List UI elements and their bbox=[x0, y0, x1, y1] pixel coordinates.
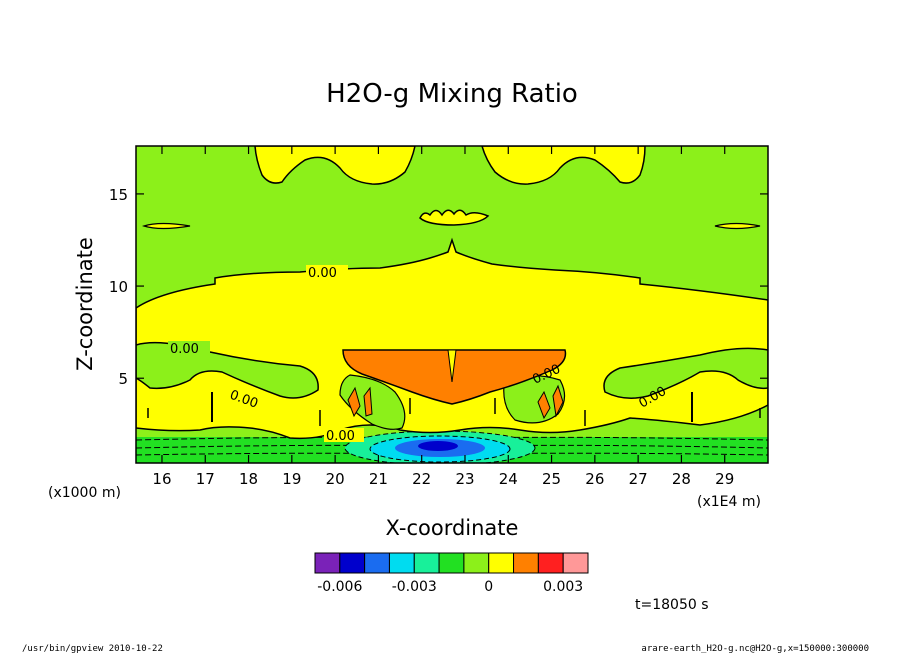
y-tick-label: 5 bbox=[118, 370, 128, 388]
footer-left: /usr/bin/gpview 2010-10-22 bbox=[22, 644, 163, 654]
x-tick-label: 20 bbox=[326, 470, 345, 488]
contour-labels: 0.00 0.00 0.00 0.00 0.00 0.00 bbox=[168, 265, 669, 444]
x-tick-label: 26 bbox=[585, 470, 604, 488]
colorbar-labels: -0.006 -0.003 0 0.003 bbox=[317, 579, 583, 595]
x-axis-title: X-coordinate bbox=[386, 516, 519, 540]
footer-right: arare-earth_H2O-g.nc@H2O-g,x=150000:3000… bbox=[641, 644, 869, 654]
x-tick-label: 29 bbox=[715, 470, 734, 488]
contour-label: 0.00 bbox=[170, 342, 199, 357]
colorbar-swatch bbox=[562, 552, 589, 574]
y-unit-note: (x1000 m) bbox=[48, 485, 121, 501]
small-lobe-left bbox=[141, 222, 191, 230]
central-high-region bbox=[342, 349, 567, 405]
colorbar-swatch bbox=[537, 552, 564, 574]
y-axis-title: Z-coordinate bbox=[73, 237, 97, 371]
colorbar-swatch bbox=[488, 552, 515, 574]
green-intrusion-left bbox=[136, 341, 319, 399]
y-axis: 5 10 15 bbox=[109, 186, 768, 388]
x-tick-label: 21 bbox=[369, 470, 388, 488]
x-tick-label: 22 bbox=[412, 470, 431, 488]
x-tick-label: 16 bbox=[152, 470, 171, 488]
contour-label: 0.00 bbox=[326, 429, 355, 444]
colorbar-tick-label: -0.003 bbox=[392, 579, 437, 595]
x-tick-label: 23 bbox=[455, 470, 474, 488]
colorbar-tick-label: 0.003 bbox=[543, 579, 583, 595]
small-lobe-right bbox=[714, 222, 761, 230]
x-tick-label: 17 bbox=[196, 470, 215, 488]
contour-label: 0.00 bbox=[308, 266, 337, 281]
x-tick-label: 18 bbox=[239, 470, 258, 488]
plot-frame bbox=[135, 145, 769, 464]
green-pocket-left bbox=[339, 374, 406, 430]
negative-region-core bbox=[418, 441, 458, 451]
time-label: t=18050 s bbox=[635, 597, 709, 613]
colorbar bbox=[314, 552, 589, 574]
x-tick-label: 28 bbox=[672, 470, 691, 488]
x-tick-label: 25 bbox=[542, 470, 561, 488]
colorbar-tick-label: -0.006 bbox=[317, 579, 362, 595]
colorbar-swatch bbox=[339, 552, 366, 574]
green-pocket-right bbox=[503, 374, 566, 424]
colorbar-swatch bbox=[463, 552, 490, 574]
colorbar-swatch bbox=[513, 552, 539, 574]
y-tick-label: 10 bbox=[109, 278, 128, 296]
x-tick-label: 24 bbox=[499, 470, 518, 488]
green-intrusion-right bbox=[603, 347, 768, 399]
contour-field bbox=[136, 146, 768, 463]
colorbar-swatch bbox=[388, 552, 415, 574]
small-lobe-top bbox=[419, 209, 490, 226]
colorbar-swatch bbox=[413, 552, 440, 574]
colorbar-swatch bbox=[314, 552, 341, 574]
x-axis: 16 17 18 19 20 21 22 23 24 25 26 27 28 29 bbox=[152, 146, 734, 488]
colorbar-swatch bbox=[364, 552, 390, 574]
upper-right-lobe bbox=[481, 146, 646, 185]
y-tick-label: 15 bbox=[109, 186, 128, 204]
upper-left-lobe bbox=[254, 146, 416, 185]
x-unit-note: (x1E4 m) bbox=[697, 494, 761, 510]
chart-title: H2O-g Mixing Ratio bbox=[326, 79, 578, 109]
x-tick-label: 27 bbox=[629, 470, 648, 488]
colorbar-swatch bbox=[438, 552, 465, 574]
x-tick-label: 19 bbox=[282, 470, 301, 488]
colorbar-tick-label: 0 bbox=[484, 579, 493, 595]
